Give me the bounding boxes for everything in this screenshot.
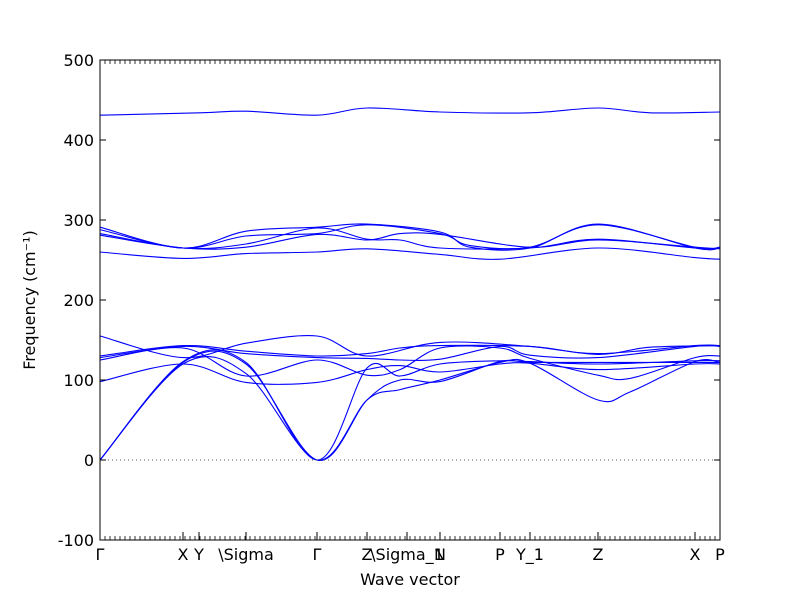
x-tick-label: N [434,545,446,564]
y-tick-label: 400 [63,131,94,150]
phonon-band-10 [99,345,721,381]
phonon-band-3 [99,224,721,250]
y-axis-label: Frequency (cm⁻¹) [20,230,39,369]
x-tick-label: Γ [313,545,322,564]
x-tick-label: Z [593,545,604,564]
x-axis-label: Wave vector [360,570,460,589]
y-tick-label: 300 [63,211,94,230]
x-tick-label: P [715,545,725,564]
x-tick-label: Z [362,545,373,564]
phonon-band-13 [99,350,720,461]
y-axis-ticks: -100 0 100 200 300 400 500 [58,51,720,550]
minor-ticks [99,60,721,540]
x-tick-label: Y [193,545,204,564]
phonon-band-8 [99,344,721,357]
x-tick-label: \Sigma [218,545,274,564]
phonon-band-6 [99,247,721,260]
phonon-band-1 [99,107,721,116]
phonon-band-12 [99,355,721,461]
phonon-band-5 [99,232,721,250]
y-tick-label: 0 [84,451,94,470]
x-tick-label: \Sigma_1 [370,545,444,565]
x-tick-label: X [178,545,189,564]
series-layer [99,107,721,461]
y-tick-label: -100 [58,531,94,550]
y-tick-label: 500 [63,51,94,70]
x-tick-label: X [690,545,701,564]
x-tick-label: P [495,545,505,564]
y-tick-label: 200 [63,291,94,310]
plot-background [100,60,720,540]
x-axis-ticks: Γ X Y \Sigma Γ Z\Sigma_1N P Y_1 Z X P [96,532,725,565]
phonon-band-11 [99,362,721,385]
phonon-band-14 [99,349,721,461]
x-tick-label: Γ [96,545,105,564]
x-tick-label: Y_1 [515,545,544,565]
y-tick-label: 100 [63,371,94,390]
